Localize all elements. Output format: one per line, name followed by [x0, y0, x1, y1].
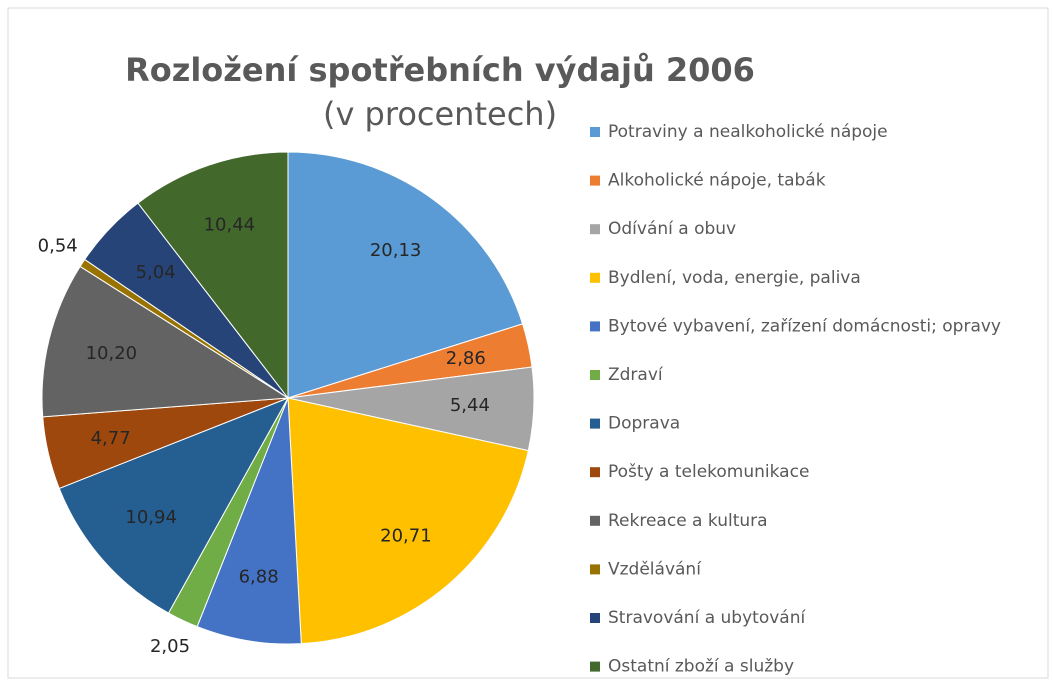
- legend-swatch: [590, 127, 600, 137]
- data-label: 2,05: [150, 636, 190, 657]
- legend-swatch: [590, 321, 600, 332]
- legend-swatch: [590, 418, 600, 429]
- data-label: 4,77: [91, 428, 131, 449]
- data-label: 10,94: [125, 507, 177, 528]
- legend-swatch: [590, 515, 600, 526]
- data-label: 20,71: [380, 526, 432, 547]
- legend-label: Bytové vybavení, zařízení domácnosti; op…: [608, 316, 1001, 336]
- chart-subtitle: (v procentech): [323, 95, 557, 133]
- legend-swatch: [590, 564, 600, 575]
- data-label: 5,44: [450, 395, 490, 416]
- data-label: 10,44: [204, 215, 256, 236]
- chart-title: Rozložení spotřebních výdajů 2006: [125, 51, 755, 89]
- legend-swatch: [590, 661, 600, 672]
- data-label: 5,04: [136, 262, 176, 283]
- legend-label: Odívání a obuv: [608, 219, 736, 239]
- legend-swatch: [590, 224, 600, 235]
- data-label: 10,20: [86, 343, 138, 364]
- legend-swatch: [590, 613, 600, 623]
- data-label: 2,86: [446, 348, 486, 369]
- legend-label: Alkoholické nápoje, tabák: [608, 171, 826, 191]
- pie-slice: [287, 397, 529, 645]
- pie-slice: [196, 397, 302, 645]
- legend-label: Pošty a telekomunikace: [608, 462, 809, 482]
- legend-label: Vzdělávání: [608, 559, 702, 579]
- data-label: 20,13: [370, 240, 422, 261]
- legend-label: Rekreace a kultura: [608, 511, 768, 531]
- pie-slice: [137, 151, 289, 400]
- pie-slice: [287, 151, 524, 399]
- pie-slice: [41, 265, 290, 418]
- legend-label: Zdraví: [608, 365, 664, 385]
- legend-label: Doprava: [608, 414, 680, 434]
- legend-label: Ostatní zboží a služby: [608, 657, 794, 677]
- legend-swatch: [590, 467, 600, 478]
- legend-swatch: [590, 370, 600, 380]
- pie-slice: [58, 397, 290, 614]
- legend-label: Stravování a ubytování: [608, 608, 806, 628]
- legend-label: Bydlení, voda, energie, paliva: [608, 268, 861, 288]
- data-label: 6,88: [239, 567, 279, 588]
- legend-label: Potraviny a nealkoholické nápoje: [608, 122, 888, 142]
- legend-swatch: [590, 175, 600, 186]
- data-label: 0,54: [38, 236, 78, 257]
- legend-swatch: [590, 272, 600, 283]
